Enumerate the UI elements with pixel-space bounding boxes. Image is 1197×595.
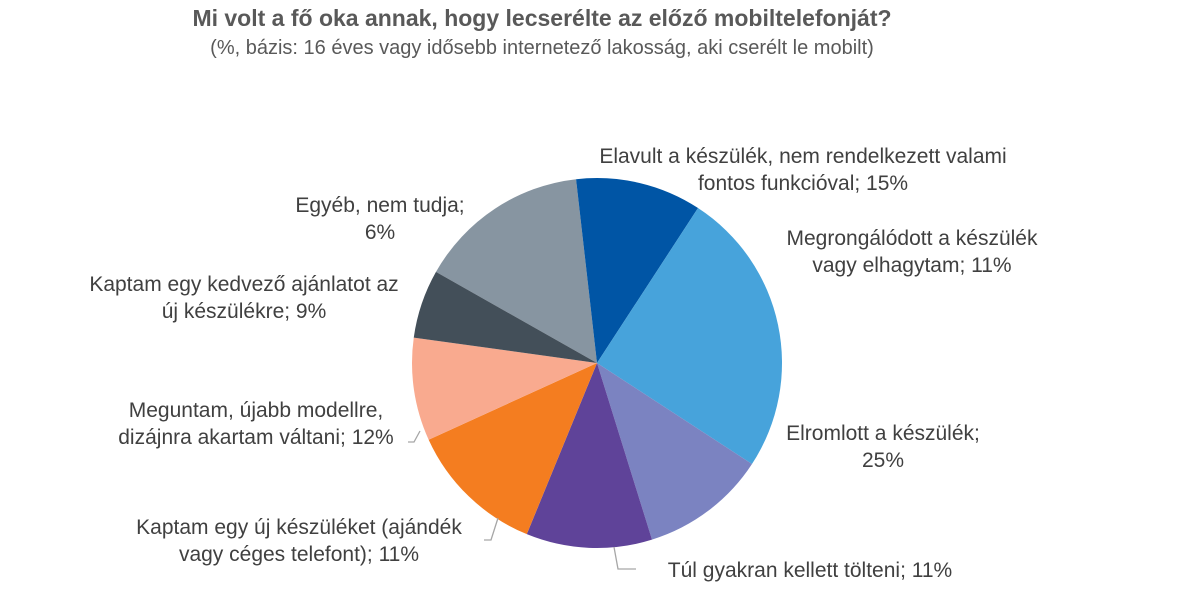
- slice-label-line: vagy elhagytam; 11%: [812, 254, 1011, 277]
- slice-label: Meguntam, újabb modellre, dizájnra akarta…: [118, 399, 393, 449]
- pie-slice: [597, 363, 752, 540]
- pie-slice: [526, 363, 653, 548]
- leader-line: [408, 430, 421, 443]
- slice-label-line: Elromlott a készülék;: [786, 422, 980, 445]
- chart-title: Mi volt a fő oka annak, hogy lecserélte …: [192, 5, 891, 31]
- slice-label-line: Kaptam egy új készüléket (ajándék: [136, 516, 462, 539]
- pie-slice: [412, 337, 597, 440]
- slice-label-line: Egyéb, nem tudja;: [295, 194, 464, 217]
- slice-label-line: Megrongálódott a készülék: [787, 227, 1038, 250]
- slice-label-line: 25%: [862, 449, 904, 472]
- slice-label-line: Kaptam egy kedvező ajánlatot az: [89, 273, 398, 296]
- slice-label: Kaptam egy kedvező ajánlatot az új készül…: [89, 273, 398, 323]
- pie-slice: [597, 208, 783, 465]
- pie-slice: [428, 363, 597, 535]
- leader-lines: [408, 430, 636, 570]
- slice-label-line: új készülékre; 9%: [162, 300, 327, 323]
- chart-subtitle: (%, bázis: 16 éves vagy idősebb internet…: [210, 37, 874, 59]
- slice-label-line: 6%: [365, 221, 395, 244]
- slice-label: Kaptam egy új készüléket (ajándék vagy cé…: [136, 516, 462, 566]
- pie-slices: [412, 178, 783, 548]
- pie-slice: [413, 271, 597, 363]
- slice-label-line: fontos funkcióval; 15%: [698, 172, 908, 195]
- pie-slice: [576, 178, 699, 363]
- leader-line: [484, 517, 499, 541]
- slice-label-line: Elavult a készülék, nem rendelkezett val…: [599, 145, 1006, 168]
- slice-label-line: dizájnra akartam váltani; 12%: [118, 426, 393, 449]
- slice-label: Elavult a készülék, nem rendelkezett val…: [599, 145, 1006, 195]
- slice-label-line: Meguntam, újabb modellre,: [129, 399, 383, 422]
- leader-line: [613, 546, 636, 570]
- pie-slice: [435, 179, 597, 363]
- slice-label: Elromlott a készülék; 25%: [786, 422, 980, 472]
- slice-label: Megrongálódott a készülék vagy elhagytam;…: [787, 227, 1038, 277]
- slice-label-line: Túl gyakran kellett tölteni; 11%: [668, 559, 952, 582]
- slice-label-line: vagy céges telefont); 11%: [179, 543, 419, 566]
- slice-label: Túl gyakran kellett tölteni; 11%: [668, 559, 952, 582]
- slice-label: Egyéb, nem tudja; 6%: [295, 194, 464, 244]
- slice-labels: Elavult a készülék, nem rendelkezett val…: [89, 145, 1038, 582]
